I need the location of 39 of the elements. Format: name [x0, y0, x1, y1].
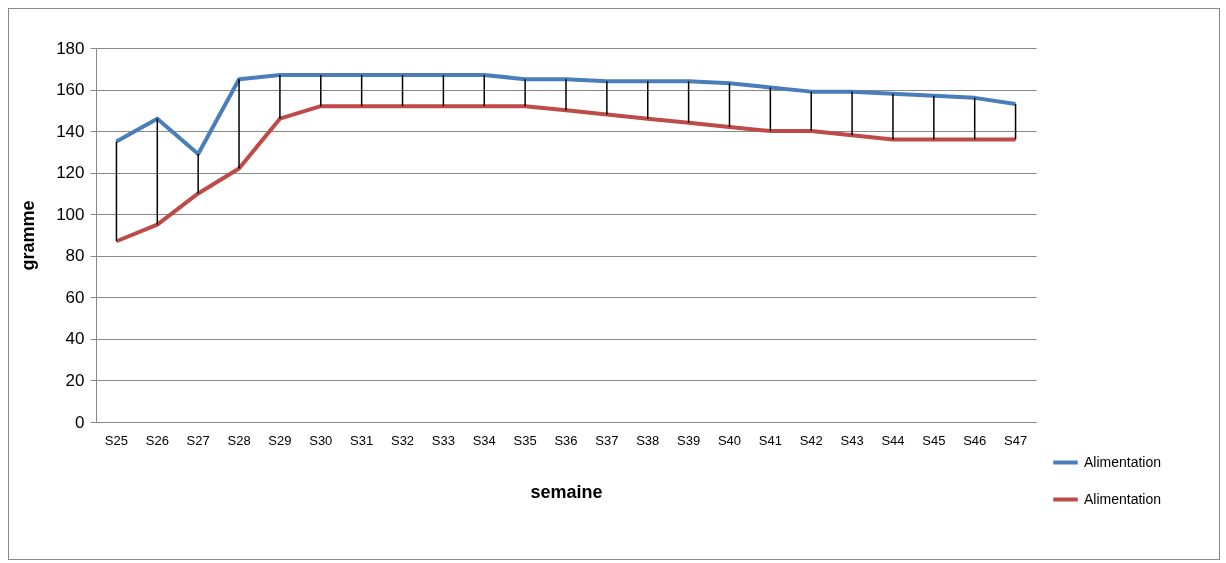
x-tick-label: S42: [799, 432, 823, 448]
legend-label: Alimentation: [1084, 453, 1162, 470]
x-tick-label: S36: [554, 432, 578, 448]
x-tick-label: S45: [922, 432, 946, 448]
line-series: [114, 73, 1018, 156]
x-tick-label: S31: [350, 432, 374, 448]
x-tick-label: S34: [472, 432, 496, 448]
legend-label: Alimentation: [1084, 490, 1162, 507]
y-tick-label: 80: [65, 246, 85, 266]
x-tick-label: S27: [186, 432, 210, 448]
y-tick-label: 180: [56, 38, 85, 58]
y-tick-label: 60: [65, 287, 85, 307]
y-tick-label: 40: [65, 329, 85, 349]
x-tick-label: S26: [145, 432, 169, 448]
x-tick-label: S37: [595, 432, 619, 448]
x-tick-label: S46: [963, 432, 987, 448]
x-tick-label: S40: [717, 432, 742, 448]
x-tick-label: S30: [309, 432, 333, 448]
y-axis-title: gramme: [18, 200, 39, 271]
x-tick-label: S47: [1003, 432, 1028, 448]
x-tick-label: S25: [104, 432, 129, 448]
x-tick-label: S39: [677, 432, 701, 448]
x-tick-label: S29: [268, 432, 292, 448]
x-tick-label: S44: [881, 432, 905, 448]
x-tick-label: S35: [513, 432, 537, 448]
y-tick-label: 0: [75, 412, 85, 432]
y-tick-label: 120: [56, 163, 85, 183]
x-tick-label: S43: [840, 432, 864, 448]
x-tick-label: S33: [431, 432, 455, 448]
y-tick-label: 140: [56, 121, 85, 141]
x-tick-label: S28: [227, 432, 251, 448]
x-tick-label: S41: [758, 432, 782, 448]
x-tick-label: S38: [636, 432, 660, 448]
x-tick-label: S32: [390, 432, 415, 448]
y-tick-label: 160: [56, 80, 85, 100]
y-tick-label: 20: [65, 370, 85, 390]
x-axis-title: semaine: [530, 481, 603, 502]
line-series: [114, 104, 1018, 244]
y-tick-label: 100: [56, 204, 85, 224]
